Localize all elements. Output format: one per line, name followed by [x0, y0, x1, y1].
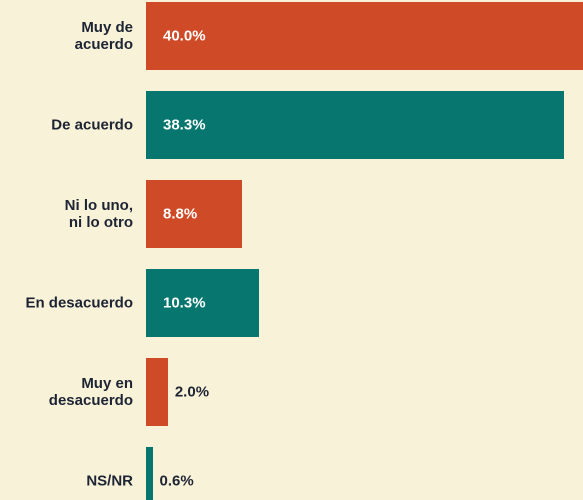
category-label: En desacuerdo	[25, 294, 133, 312]
category-label: Ni lo uno, ni lo otro	[64, 197, 133, 231]
value-label: 40.0%	[163, 27, 206, 45]
bar	[146, 358, 168, 426]
bar	[146, 447, 153, 500]
bar	[146, 2, 583, 70]
value-label: 0.6%	[159, 472, 194, 490]
value-label: 2.0%	[174, 383, 210, 401]
category-label: Muy de acuerdo	[74, 19, 133, 53]
bar	[146, 180, 243, 248]
value-label: 10.3%	[163, 294, 206, 312]
bar	[146, 269, 259, 337]
category-label: NS/NR	[86, 472, 133, 490]
bar	[146, 91, 565, 159]
value-label: 38.3%	[163, 116, 206, 134]
category-label: Muy en desacuerdo	[48, 375, 133, 409]
category-label: De acuerdo	[51, 116, 133, 134]
value-label: 8.8%	[163, 205, 198, 223]
